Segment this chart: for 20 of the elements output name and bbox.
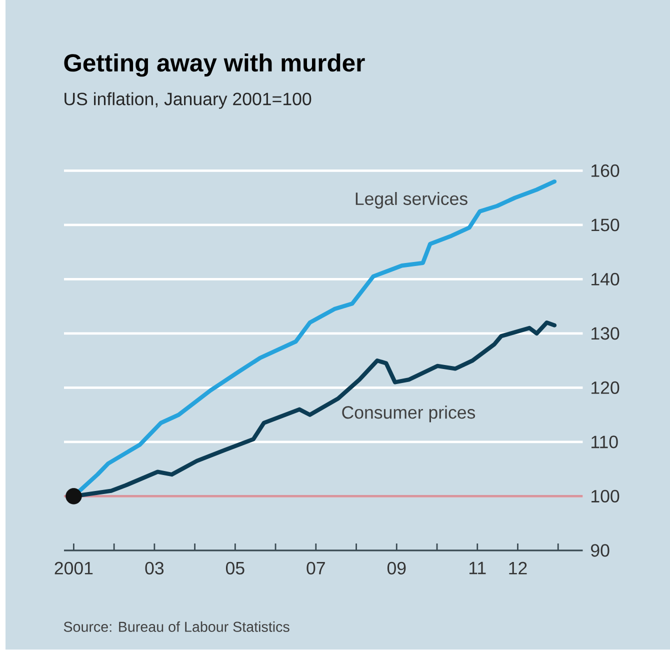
x-tick-label: 12	[509, 562, 527, 574]
chart-title: Getting away with murder	[64, 54, 365, 77]
y-tick-label: 90	[591, 544, 610, 557]
y-tick-label: 110	[592, 436, 618, 448]
x-tick-label: 2001	[54, 562, 93, 575]
chart-subtitle: US inflation, January 2001=100	[64, 92, 312, 109]
x-tick-label: 05	[226, 562, 244, 575]
y-tick-label: 150	[592, 218, 620, 232]
x-tick-label: 03	[145, 562, 164, 575]
y-tick-label: 140	[592, 273, 620, 286]
y-tick-label: 160	[592, 164, 620, 178]
y-tick-label: 120	[592, 382, 620, 394]
series-label: Consumer prices	[342, 406, 476, 422]
series-label: Legal services	[356, 192, 468, 209]
source-note: Source: Bureau of Labour Statistics	[64, 622, 290, 632]
y-tick-label: 100	[592, 490, 620, 503]
x-tick-label: 09	[387, 562, 406, 575]
x-tick-label: 11	[469, 562, 486, 574]
x-tick-label: 07	[306, 562, 325, 575]
y-tick-label: 130	[592, 327, 620, 340]
